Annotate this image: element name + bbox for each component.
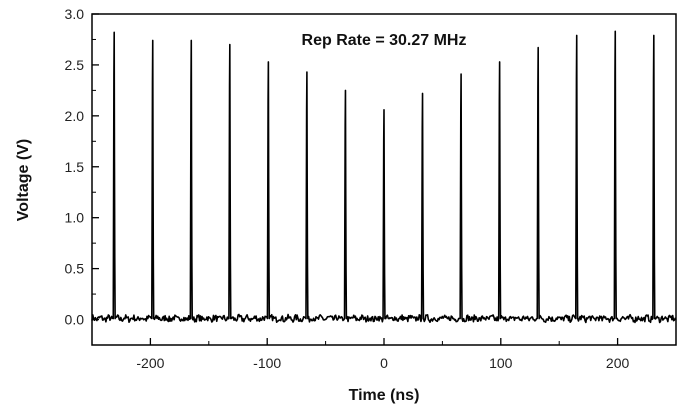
y-axis-title: Voltage (V) (15, 139, 32, 221)
y-tick-label: 0.0 (65, 312, 85, 328)
x-tick-label: 200 (606, 355, 630, 371)
y-tick-label: 1.5 (65, 159, 85, 175)
y-tick-label: 3.0 (65, 6, 85, 22)
x-axis: -200 -100 0 100 200 (91, 338, 677, 371)
x-tick-label: -200 (136, 355, 164, 371)
x-axis-title: Time (ns) (349, 387, 420, 404)
y-tick-label: 2.0 (65, 108, 85, 124)
y-tick-label: 0.5 (65, 261, 85, 277)
x-tick-label: -100 (253, 355, 281, 371)
plot-area (91, 30, 677, 324)
voltage-trace-series (91, 30, 677, 324)
rep-rate-annotation: Rep Rate = 30.27 MHz (302, 32, 467, 49)
y-tick-label: 2.5 (65, 57, 85, 73)
x-tick-label: 100 (489, 355, 513, 371)
y-axis: 0.0 0.5 1.0 1.5 2.0 2.5 3.0 (65, 6, 99, 328)
x-tick-label: 0 (380, 355, 388, 371)
y-tick-label: 1.0 (65, 210, 85, 226)
